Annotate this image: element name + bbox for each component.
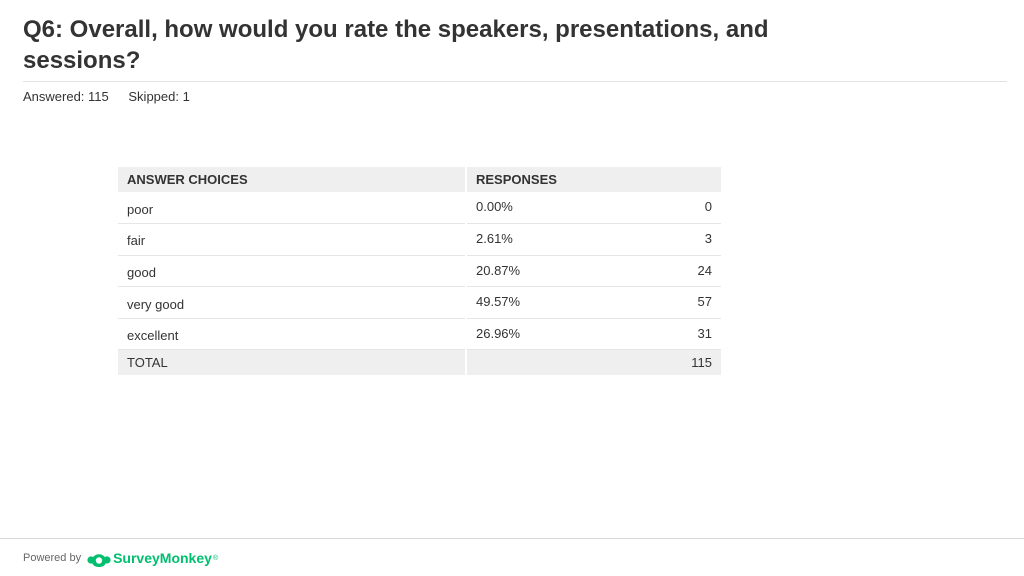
powered-by-label: Powered by	[23, 552, 82, 564]
skipped-count: Skipped: 1	[128, 89, 190, 104]
response-cell: 20.87% 24	[466, 255, 721, 288]
table-row: excellent 26.96% 31	[118, 318, 721, 351]
total-row: TOTAL 115	[118, 349, 721, 375]
surveymonkey-logo-icon	[87, 548, 111, 568]
response-cell: 2.61% 3	[466, 223, 721, 256]
total-cell: 115	[466, 349, 721, 375]
footer: Powered by SurveyMonkey ®	[23, 548, 218, 568]
surveymonkey-brand: SurveyMonkey	[113, 550, 212, 566]
trademark-mark: ®	[212, 554, 219, 562]
response-cell: 26.96% 31	[466, 318, 721, 351]
table-row: good 20.87% 24	[118, 255, 721, 288]
answer-choice: poor	[118, 192, 467, 225]
response-cell: 49.57% 57	[466, 286, 721, 319]
response-percent: 20.87%	[476, 262, 521, 278]
table-row: fair 2.61% 3	[118, 223, 721, 256]
results-table: ANSWER CHOICES RESPONSES poor 0.00% 0 fa…	[118, 167, 721, 375]
response-count: 57	[697, 294, 712, 310]
response-count: 0	[704, 199, 712, 214]
response-count: 24	[697, 262, 712, 278]
response-count: 3	[704, 231, 712, 247]
table-header-row: ANSWER CHOICES RESPONSES	[118, 167, 721, 192]
response-cell: 0.00% 0	[466, 192, 721, 225]
answer-choice: good	[118, 255, 467, 288]
response-percent: 0.00%	[476, 199, 513, 214]
table-row: very good 49.57% 57	[118, 286, 721, 319]
header-responses: RESPONSES	[466, 167, 721, 192]
question-title: Q6: Overall, how would you rate the spea…	[23, 16, 769, 74]
table-row: poor 0.00% 0	[118, 192, 721, 225]
title-divider	[23, 81, 1007, 82]
response-percent: 26.96%	[476, 325, 521, 341]
total-count: 115	[691, 355, 712, 371]
response-percent: 49.57%	[476, 294, 521, 310]
footer-divider	[0, 538, 1024, 539]
answer-choice: very good	[118, 286, 467, 319]
answer-choice: excellent	[118, 318, 467, 351]
response-percent: 2.61%	[476, 231, 513, 247]
answer-choice: fair	[118, 223, 467, 256]
total-label: TOTAL	[118, 349, 467, 375]
response-count: 31	[697, 325, 712, 341]
header-answer-choices: ANSWER CHOICES	[118, 167, 467, 192]
response-stats: Answered: 115 Skipped: 1	[23, 89, 190, 104]
answered-count: Answered: 115	[23, 89, 109, 104]
